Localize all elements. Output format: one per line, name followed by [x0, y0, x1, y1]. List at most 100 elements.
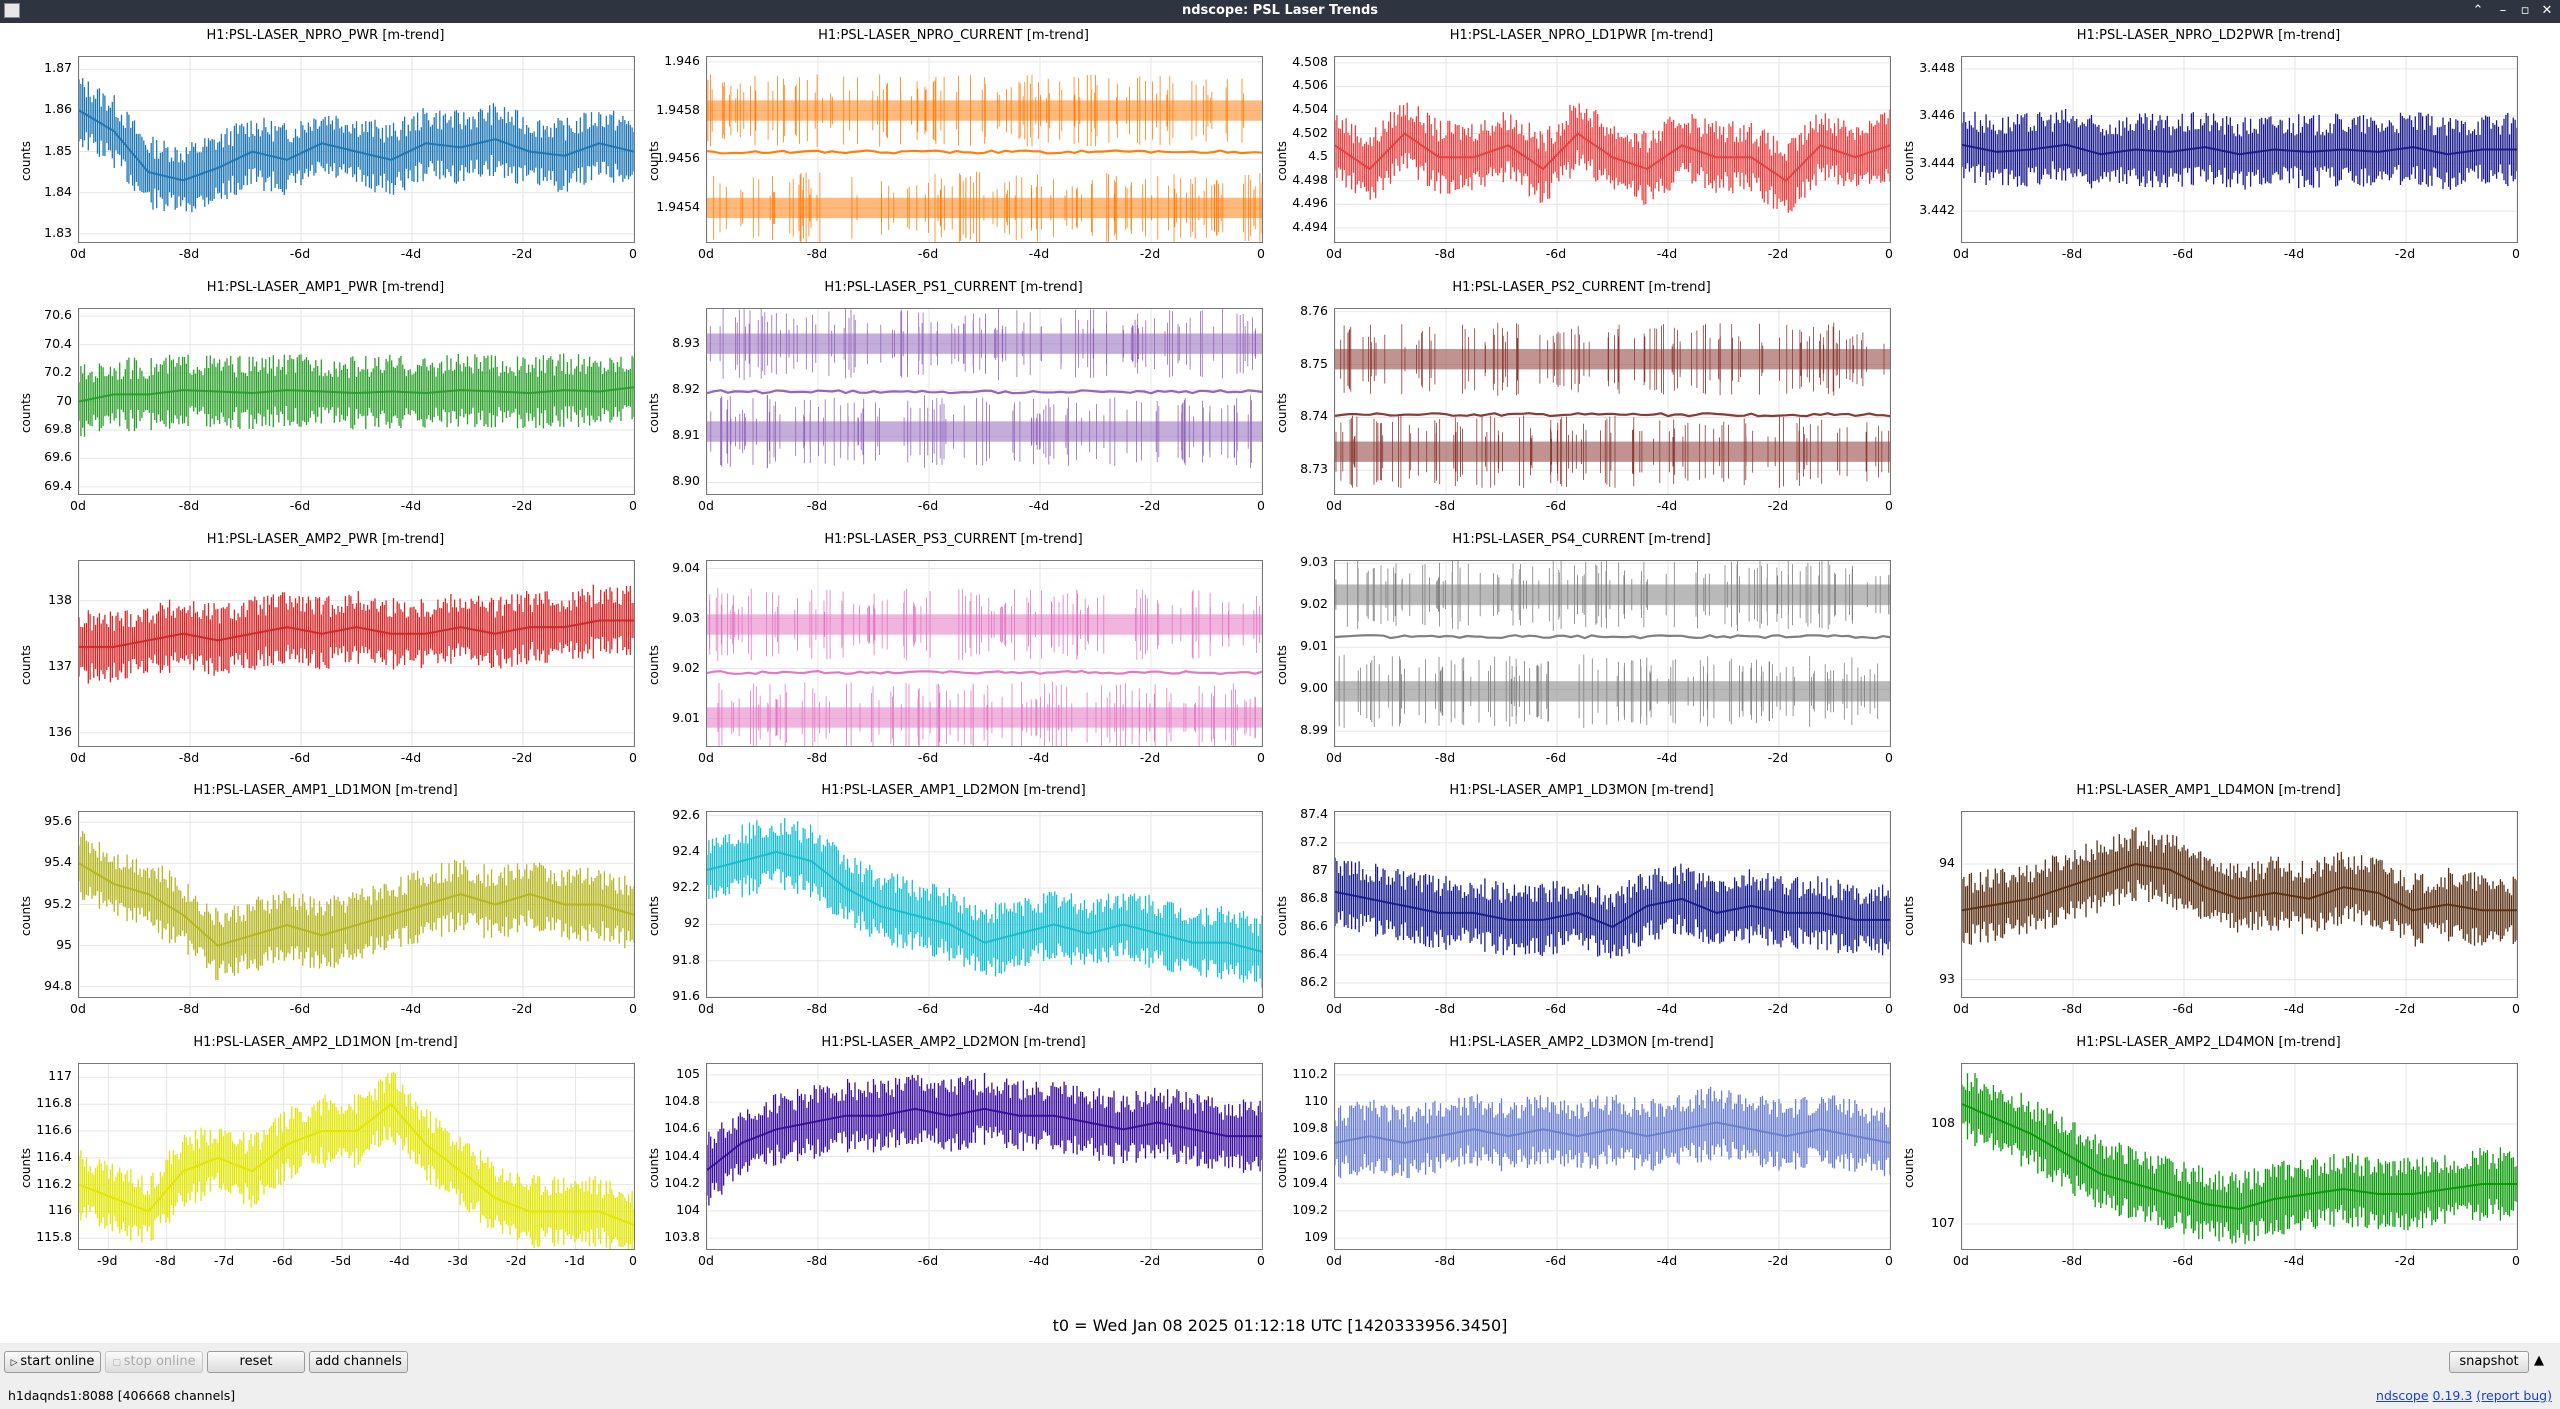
start-online-button[interactable]: ▷ start online [4, 1351, 101, 1373]
x-tick-label: -2d [511, 1001, 533, 1016]
add-channels-button[interactable]: add channels [309, 1351, 408, 1373]
plot-panel[interactable]: H1:PSL-LASER_AMP2_PWR [m-trend] counts 138… [12, 532, 639, 783]
ndscope-link[interactable]: ndscope [2376, 1388, 2429, 1403]
plot-canvas[interactable] [78, 308, 635, 495]
close-icon[interactable]: ✕ [2541, 3, 2553, 18]
y-tick-label: 95 [56, 936, 72, 952]
max-min-band [1335, 441, 1890, 462]
trend-chart [1335, 1064, 1890, 1249]
plot-panel[interactable]: H1:PSL-LASER_PS2_CURRENT [m-trend] counts… [1268, 280, 1895, 531]
plot-canvas[interactable] [1334, 56, 1891, 243]
collapse-arrow-icon[interactable]: ▲ [2534, 1353, 2544, 1368]
version-link[interactable]: 0.19.3 [2432, 1388, 2473, 1403]
x-tick-label: 0d [1326, 498, 1342, 513]
y-tick-label: 9.03 [672, 609, 700, 625]
plot-panel[interactable]: H1:PSL-LASER_AMP2_LD2MON [m-trend] counts… [640, 1035, 1267, 1286]
plot-canvas[interactable] [706, 56, 1263, 243]
plot-panel[interactable]: H1:PSL-LASER_AMP2_LD1MON [m-trend] counts… [12, 1035, 639, 1286]
plot-panel[interactable]: H1:PSL-LASER_AMP1_LD4MON [m-trend] counts… [1895, 783, 2522, 1034]
band-spikes [707, 74, 1244, 147]
plot-panel[interactable]: H1:PSL-LASER_PS3_CURRENT [m-trend] counts… [640, 532, 1267, 783]
x-tick-label: -8d [155, 1253, 176, 1268]
x-tick-label: -6d [2172, 1001, 2194, 1016]
plot-panel[interactable]: H1:PSL-LASER_AMP1_PWR [m-trend] counts 70.… [12, 280, 639, 531]
y-tick-label: 3.446 [1919, 107, 1955, 123]
plot-grid: H1:PSL-LASER_NPRO_PWR [m-trend] counts 1.8… [0, 23, 2560, 1343]
plot-canvas[interactable] [1961, 811, 2518, 998]
plot-panel[interactable]: H1:PSL-LASER_AMP1_LD3MON [m-trend] counts… [1268, 783, 1895, 1034]
plot-panel[interactable]: H1:PSL-LASER_NPRO_CURRENT [m-trend] count… [640, 28, 1267, 279]
x-tick-label: 0d [70, 498, 86, 513]
y-tick-label: 109.8 [1292, 1120, 1328, 1136]
plot-canvas[interactable] [78, 560, 635, 747]
y-tick-label: 1.84 [44, 183, 72, 199]
y-tick-label: 9.00 [1300, 680, 1328, 696]
x-tick-label: -6d [272, 1253, 293, 1268]
band-spikes [1335, 561, 1890, 631]
x-tick-label: 0 [2512, 246, 2520, 261]
reset-button[interactable]: reset [207, 1351, 305, 1373]
server-status: h1daqnds1:8088 [406668 channels] [8, 1388, 236, 1403]
plot-panel[interactable]: H1:PSL-LASER_AMP2_LD3MON [m-trend] counts… [1268, 1035, 1895, 1286]
minimize-icon[interactable]: – [2499, 3, 2507, 18]
max-min-band [1335, 349, 1890, 370]
x-tick-label: -2d [505, 1253, 527, 1268]
y-tick-label: 9.03 [1300, 554, 1328, 570]
plot-panel[interactable]: H1:PSL-LASER_PS4_CURRENT [m-trend] counts… [1268, 532, 1895, 783]
menu-chevron-icon[interactable]: ⌃ [2472, 3, 2484, 18]
x-tick-label: -2d [511, 498, 533, 513]
y-tick-label: 137 [48, 657, 72, 673]
plot-canvas[interactable] [1961, 56, 2518, 243]
plot-canvas[interactable] [1334, 1063, 1891, 1250]
plot-canvas[interactable] [1334, 308, 1891, 495]
plot-panel[interactable]: H1:PSL-LASER_AMP2_LD4MON [m-trend] counts… [1895, 1035, 2522, 1286]
y-tick-label: 92.2 [672, 879, 700, 895]
status-bar: h1daqnds1:8088 [406668 channels] ndscope… [0, 1383, 2560, 1409]
plot-canvas[interactable] [706, 811, 1263, 998]
plot-panel[interactable]: H1:PSL-LASER_AMP1_LD1MON [m-trend] counts… [12, 783, 639, 1034]
y-tick-label: 4.494 [1292, 218, 1328, 234]
y-tick-label: 1.9454 [656, 198, 700, 214]
report-bug-link[interactable]: (report bug) [2476, 1388, 2552, 1403]
plot-panel[interactable]: H1:PSL-LASER_AMP1_LD2MON [m-trend] counts… [640, 783, 1267, 1034]
x-tick-label: -8d [178, 498, 200, 513]
trend-chart [707, 561, 1262, 746]
plot-canvas[interactable] [706, 560, 1263, 747]
plot-panel[interactable]: H1:PSL-LASER_NPRO_PWR [m-trend] counts 1.8… [12, 28, 639, 279]
plot-panel[interactable]: H1:PSL-LASER_PS1_CURRENT [m-trend] counts… [640, 280, 1267, 531]
plot-panel[interactable]: H1:PSL-LASER_NPRO_LD2PWR [m-trend] counts… [1895, 28, 2522, 279]
plot-canvas[interactable] [78, 811, 635, 998]
y-axis-label: counts [1902, 1147, 1917, 1188]
x-tick-label: -6d [1545, 498, 1567, 513]
plot-canvas[interactable] [78, 1063, 635, 1250]
x-tick-label: 0d [698, 1253, 714, 1268]
x-tick-label: 0d [70, 1001, 86, 1016]
y-tick-label: 87.4 [1300, 805, 1328, 821]
x-tick-label: -4d [2283, 1001, 2305, 1016]
mean-trace [79, 862, 634, 947]
x-tick-label: -4d [389, 1253, 410, 1268]
plot-title: H1:PSL-LASER_AMP1_LD3MON [m-trend] [1449, 783, 1714, 798]
y-tick-label: 91.8 [672, 951, 700, 967]
maximize-icon[interactable]: ▫ [2520, 3, 2530, 18]
plot-canvas[interactable] [78, 56, 635, 243]
x-tick-label: 0 [2512, 1253, 2520, 1268]
plot-canvas[interactable] [706, 1063, 1263, 1250]
x-tick-label: -4d [1028, 498, 1050, 513]
max-min-band [1335, 681, 1890, 702]
snapshot-button[interactable]: snapshot [2449, 1351, 2529, 1373]
x-tick-label: -8d [806, 498, 828, 513]
y-tick-label: 8.73 [1300, 461, 1328, 477]
x-tick-label: -2d [1139, 1253, 1161, 1268]
trend-chart [707, 57, 1262, 242]
plot-title: H1:PSL-LASER_AMP2_LD3MON [m-trend] [1449, 1035, 1714, 1050]
y-tick-label: 1.9458 [656, 101, 700, 117]
plot-canvas[interactable] [1961, 1063, 2518, 1250]
plot-panel[interactable]: H1:PSL-LASER_NPRO_LD1PWR [m-trend] counts… [1268, 28, 1895, 279]
max-min-band [707, 333, 1262, 354]
y-tick-label: 138 [48, 591, 72, 607]
y-tick-label: 136 [48, 723, 72, 739]
plot-canvas[interactable] [1334, 811, 1891, 998]
plot-canvas[interactable] [706, 308, 1263, 495]
plot-canvas[interactable] [1334, 560, 1891, 747]
